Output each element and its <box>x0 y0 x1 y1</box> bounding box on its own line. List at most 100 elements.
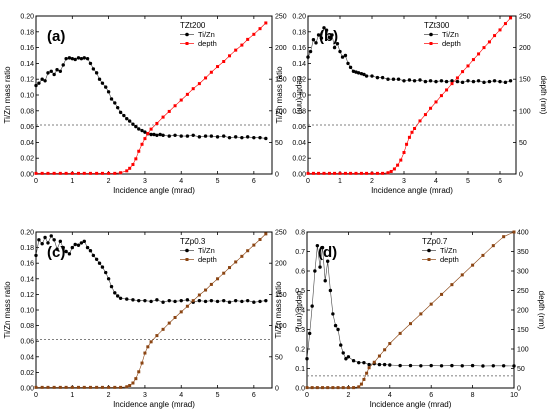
data-point <box>359 71 364 76</box>
y-tick-label-left: 0.3 <box>295 327 305 334</box>
data-point <box>197 298 202 303</box>
data-point <box>330 33 334 37</box>
data-point <box>94 257 99 261</box>
data-point <box>331 386 335 390</box>
data-point <box>34 83 38 88</box>
data-point <box>79 241 84 245</box>
data-point <box>113 101 117 105</box>
y-tick-label-left: 0.08 <box>20 323 34 330</box>
data-point <box>100 385 104 389</box>
data-point <box>52 238 56 242</box>
data-point <box>227 135 232 140</box>
data-point <box>137 370 141 374</box>
data-point <box>125 169 129 173</box>
data-point <box>434 100 438 104</box>
data-point <box>502 235 506 239</box>
data-point <box>311 171 315 175</box>
data-point <box>346 386 350 390</box>
data-point <box>305 386 309 390</box>
y-tick-label-left: 0.16 <box>292 45 306 52</box>
data-point <box>49 234 53 238</box>
data-point <box>137 127 141 131</box>
data-point <box>173 299 177 304</box>
data-point <box>264 136 268 141</box>
data-point <box>346 61 350 66</box>
x-axis-label: Incidence angle (mrad) <box>371 186 453 195</box>
y-tick-label-right: 50 <box>517 366 525 373</box>
x-tick-label: 1 <box>70 392 74 399</box>
data-point <box>466 79 470 83</box>
data-point <box>131 122 135 126</box>
x-tick-label: 3 <box>402 178 406 185</box>
data-point <box>498 79 502 84</box>
data-point <box>338 49 342 54</box>
data-point <box>34 385 38 389</box>
data-point <box>173 315 177 319</box>
data-point <box>197 82 201 86</box>
data-point <box>34 253 38 258</box>
legend-marker <box>185 258 189 261</box>
data-point <box>131 163 135 167</box>
y-tick-label-left: 0.12 <box>292 77 306 84</box>
y-tick-label-right: 250 <box>519 14 531 21</box>
data-point <box>335 41 340 46</box>
data-point <box>209 134 214 138</box>
data-point <box>455 79 460 84</box>
data-point <box>64 56 68 61</box>
data-point <box>412 79 417 83</box>
y-axis-label-left: Ti/Zn mass ratio <box>275 66 284 124</box>
y-axis-label-left: Ti/Zn mass ratio <box>3 66 12 124</box>
x-tick-label: 4 <box>388 392 392 399</box>
data-point <box>40 385 44 389</box>
data-point <box>85 56 90 61</box>
data-point <box>410 130 414 134</box>
data-point <box>233 135 238 139</box>
data-point <box>70 56 75 61</box>
data-point <box>398 363 402 368</box>
data-point <box>173 133 177 137</box>
data-point <box>137 298 141 303</box>
data-point <box>319 36 324 40</box>
data-point <box>88 385 92 389</box>
panel-d: 0 2 4 6 8 10 0.0 0.1 0.2 0.3 0.4 0.5 0.6 0.7 0.8 0 50 100… <box>274 230 546 410</box>
data-point <box>73 242 77 247</box>
y-tick-label-left: 0.5 <box>295 288 305 295</box>
data-point <box>122 113 126 118</box>
data-point <box>396 77 401 81</box>
data-point <box>380 75 385 80</box>
data-point <box>100 265 105 269</box>
panel-label: (c) <box>47 244 65 261</box>
data-point <box>508 79 513 83</box>
data-point <box>341 351 345 355</box>
data-point <box>246 37 250 41</box>
x-tick-label: 6 <box>429 392 433 399</box>
data-point <box>315 243 320 248</box>
data-point <box>155 133 159 137</box>
panel-label: (b) <box>319 28 338 45</box>
data-point <box>58 239 63 244</box>
data-point <box>76 56 81 60</box>
data-point <box>146 345 150 349</box>
data-point <box>240 135 244 140</box>
y-tick-label-right: 300 <box>517 269 529 276</box>
data-point <box>377 362 382 367</box>
data-point <box>152 132 156 137</box>
data-point <box>331 312 335 316</box>
data-point <box>79 56 84 61</box>
data-point <box>119 385 123 389</box>
data-point <box>61 63 65 67</box>
legend-label: depth <box>198 255 217 264</box>
data-point <box>240 254 244 258</box>
x-tick-label: 1 <box>338 178 342 185</box>
data-point <box>356 71 361 75</box>
data-point <box>477 52 481 56</box>
series-line-depth <box>36 22 267 174</box>
data-point <box>143 298 147 303</box>
data-point <box>264 298 268 303</box>
data-point <box>419 312 423 316</box>
data-point <box>91 67 96 71</box>
data-point <box>498 28 502 32</box>
data-point <box>215 299 220 304</box>
data-point <box>407 78 412 82</box>
data-point <box>264 21 268 25</box>
